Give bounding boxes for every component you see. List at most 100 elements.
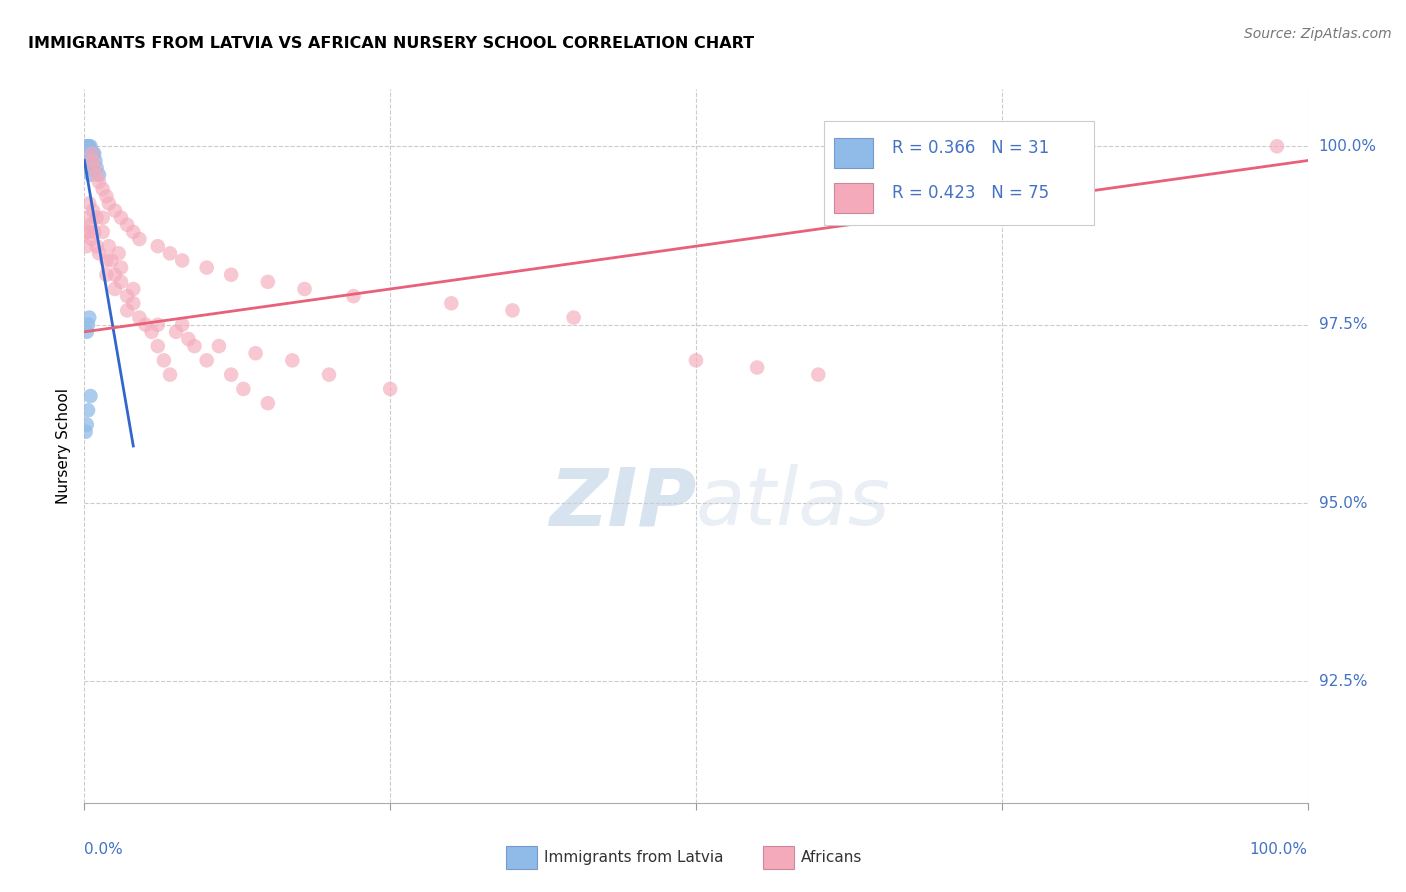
Point [77,196,100,211]
Point [79,168,101,182]
FancyBboxPatch shape [506,847,537,869]
Point [80,146,103,161]
Point [195,353,218,368]
Point [83,225,105,239]
Point [77,161,100,175]
Point [177,332,200,346]
Text: 100.0%: 100.0% [1250,842,1308,856]
Point [91,182,114,196]
Point [146,339,169,353]
Text: 95.0%: 95.0% [1319,496,1367,510]
Point [79,389,101,403]
Point [79,218,101,232]
Point [77,161,100,175]
Point [245,346,267,360]
Point [75,225,97,239]
Point [77,146,100,161]
Point [232,382,254,396]
Text: 0.0%: 0.0% [84,842,124,856]
Point [77,139,100,153]
Point [77,211,100,225]
Point [86,168,108,182]
Point [146,239,169,253]
Point [87,168,110,182]
Point [96,253,118,268]
Point [440,296,463,310]
Point [747,360,769,375]
Point [83,146,105,161]
Point [86,239,108,253]
Point [208,339,231,353]
Point [91,211,114,225]
Point [91,225,114,239]
Point [183,339,205,353]
Text: Immigrants from Latvia: Immigrants from Latvia [544,850,724,865]
Point [76,153,98,168]
Point [294,282,316,296]
Point [77,310,100,325]
Point [80,153,103,168]
Point [219,368,242,382]
Point [104,268,127,282]
Text: ZIP: ZIP [548,464,696,542]
Point [96,189,118,203]
Point [257,396,280,410]
Point [122,296,145,310]
Point [83,161,105,175]
Point [75,143,97,157]
Text: 100.0%: 100.0% [1319,139,1376,153]
Point [80,232,103,246]
Point [122,225,145,239]
Text: R = 0.366   N = 31: R = 0.366 N = 31 [891,139,1049,157]
Point [1265,139,1288,153]
Point [80,161,103,175]
Point [77,225,100,239]
Point [82,203,104,218]
Point [96,268,118,282]
Point [97,239,120,253]
Point [77,153,100,168]
Text: Source: ZipAtlas.com: Source: ZipAtlas.com [1244,27,1392,41]
Point [75,425,97,439]
Point [172,318,194,332]
Point [146,318,169,332]
Text: Africans: Africans [801,850,862,865]
FancyBboxPatch shape [834,183,873,212]
FancyBboxPatch shape [763,847,794,869]
Point [110,211,132,225]
Point [115,303,138,318]
Text: atlas: atlas [696,464,891,542]
Text: R = 0.423   N = 75: R = 0.423 N = 75 [891,184,1049,202]
Point [141,325,163,339]
Point [135,318,157,332]
Point [318,368,340,382]
FancyBboxPatch shape [834,138,873,168]
Point [76,417,98,432]
Point [77,318,100,332]
Point [110,260,132,275]
Point [79,139,101,153]
Point [87,246,110,260]
Point [77,403,100,417]
Point [107,246,129,260]
Point [380,382,402,396]
Point [82,146,104,161]
Point [115,218,138,232]
Point [75,139,97,153]
Point [100,253,122,268]
Point [75,153,97,168]
Point [80,146,103,161]
Point [159,246,181,260]
Point [281,353,304,368]
Point [685,353,707,368]
Point [342,289,364,303]
Point [86,161,108,175]
Point [128,310,150,325]
Point [562,310,585,325]
Point [76,325,98,339]
Point [128,232,150,246]
Point [122,282,145,296]
Point [77,146,100,161]
Point [172,253,194,268]
Point [77,139,100,153]
